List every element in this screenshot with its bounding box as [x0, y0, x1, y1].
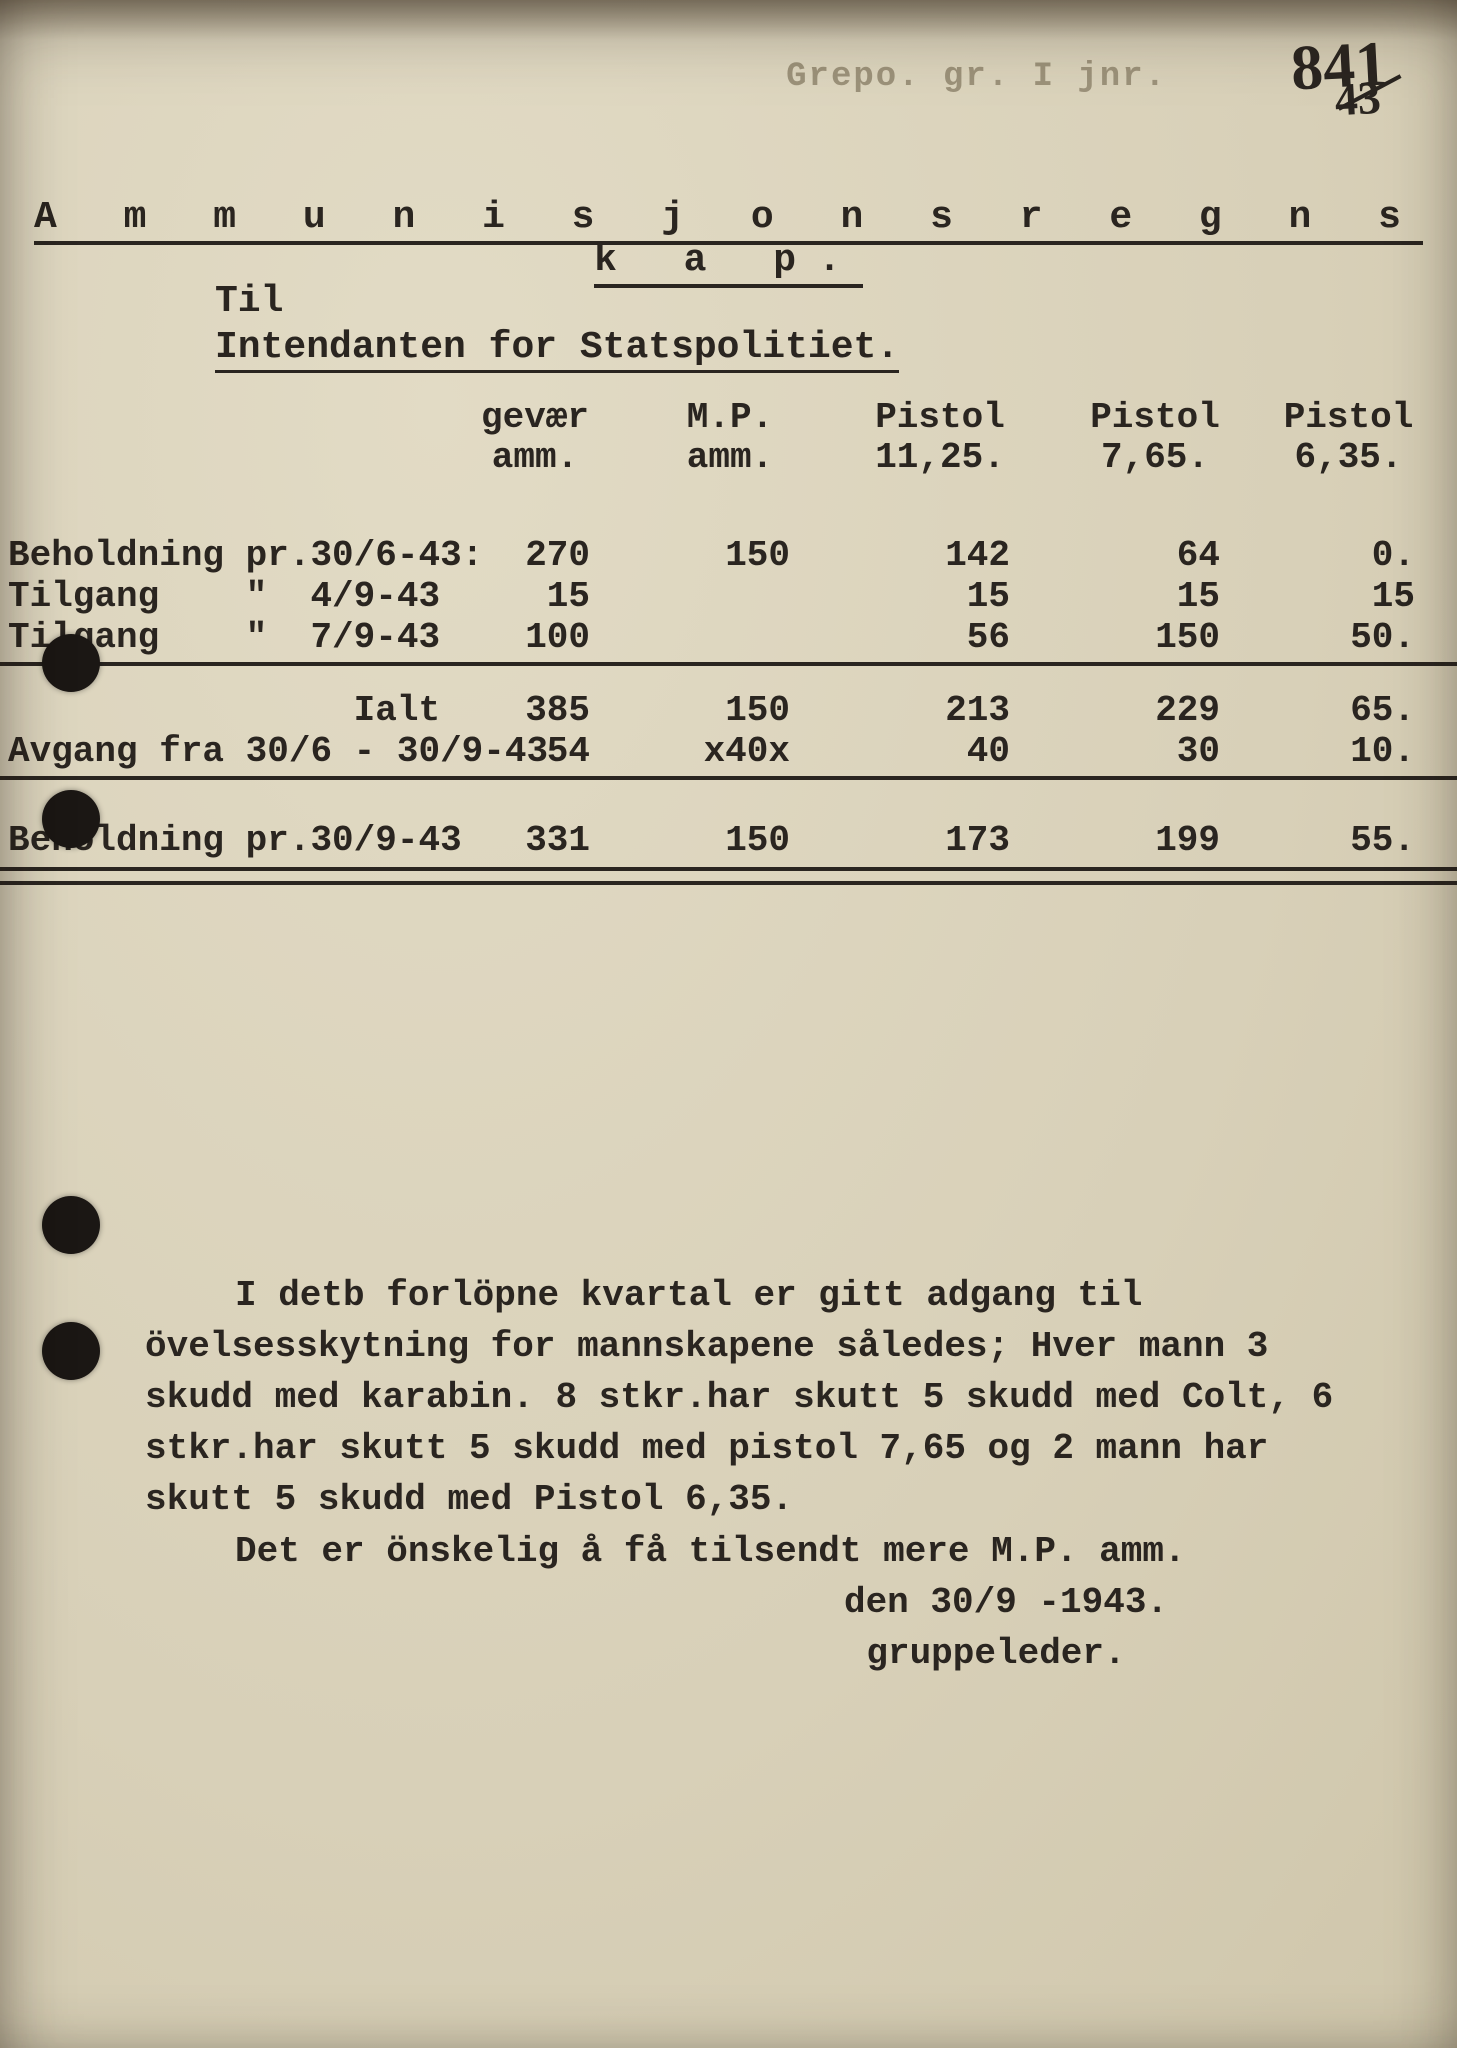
- cell: 15: [1050, 576, 1260, 617]
- cell: 10.: [1260, 731, 1437, 772]
- addressee-line-1: Til: [215, 280, 283, 323]
- table-row: Beholdning pr.30/6-43: 270 150 142 64 0.: [0, 535, 1457, 576]
- table-row: Avgang fra 30/6 - 30/9-43 54 x40x 40 30 …: [0, 731, 1457, 772]
- punch-hole-icon: [42, 634, 100, 692]
- cell: 229: [1050, 690, 1260, 731]
- addressee-line-2: Intendanten for Statspolitiet.: [215, 326, 899, 373]
- cell: 150: [630, 535, 830, 576]
- punch-hole-icon: [42, 790, 100, 848]
- cell: x40x: [630, 731, 830, 772]
- spacer: [0, 786, 1457, 820]
- cell: 100: [440, 617, 630, 658]
- cell: 15: [1260, 576, 1437, 617]
- cell: 0.: [1260, 535, 1437, 576]
- cell: 150: [630, 690, 830, 731]
- cell: 30: [1050, 731, 1260, 772]
- body-text-block: I detb forlöpne kvartal er gitt adgang t…: [145, 1270, 1347, 1679]
- cell: 54: [440, 731, 630, 772]
- spacer: [0, 479, 1457, 535]
- col-header-2: M.P.amm.: [630, 398, 830, 479]
- cell: 173: [830, 820, 1050, 861]
- cell: 40: [830, 731, 1050, 772]
- cell: 64: [1050, 535, 1260, 576]
- top-edge-shadow: [0, 0, 1457, 40]
- cell: 150: [630, 820, 830, 861]
- cell: 56: [830, 617, 1050, 658]
- cell: 199: [1050, 820, 1260, 861]
- table-header-row: geværamm. M.P.amm. Pistol11,25. Pistol7,…: [0, 398, 1457, 479]
- punch-hole-icon: [42, 1196, 100, 1254]
- col-header-5: Pistol6,35.: [1260, 398, 1437, 479]
- row-label: Ialt: [0, 690, 440, 731]
- cell: 331: [440, 820, 630, 861]
- table-row: Tilgang " 7/9-43 100 56 150 50.: [0, 617, 1457, 658]
- stamp-faint-text: Grepo. gr. I jnr.: [786, 58, 1167, 96]
- cell: 50.: [1260, 617, 1437, 658]
- rule-line-icon: [0, 662, 1457, 666]
- handwritten-ref: 84143: [1290, 38, 1389, 94]
- handwritten-denominator: 43: [1333, 72, 1382, 125]
- signature-date: den 30/9 -1943.: [145, 1577, 1347, 1628]
- document-title: A m m u n i s j o n s r e g n s k a p.: [0, 196, 1457, 282]
- table-row: Ialt 385 150 213 229 65.: [0, 690, 1457, 731]
- table-row: Beholdning pr.30/9-43 331 150 173 199 55…: [0, 820, 1457, 861]
- ammo-table: geværamm. M.P.amm. Pistol11,25. Pistol7,…: [0, 398, 1457, 885]
- cell: 55.: [1260, 820, 1437, 861]
- col-header-3: Pistol11,25.: [830, 398, 1050, 479]
- document-page: Grepo. gr. I jnr. 84143 A m m u n i s j …: [0, 0, 1457, 2048]
- rule-line-icon: [0, 776, 1457, 780]
- body-paragraph-2: Det er önskelig å få tilsendt mere M.P. …: [145, 1526, 1347, 1577]
- document-title-text: A m m u n i s j o n s r e g n s k a p.: [34, 196, 1423, 288]
- cell: 65.: [1260, 690, 1437, 731]
- double-rule-line-icon: [0, 867, 1457, 885]
- cell: 15: [440, 576, 630, 617]
- cell: 270: [440, 535, 630, 576]
- col-header-4: Pistol7,65.: [1050, 398, 1260, 479]
- cell: 142: [830, 535, 1050, 576]
- row-label: Beholdning pr.30/6-43:: [0, 535, 440, 576]
- cell: 150: [1050, 617, 1260, 658]
- body-paragraph-1: I detb forlöpne kvartal er gitt adgang t…: [145, 1270, 1347, 1526]
- signature-role: gruppeleder.: [145, 1628, 1347, 1679]
- cell: 213: [830, 690, 1050, 731]
- row-label: Avgang fra 30/6 - 30/9-43: [0, 731, 440, 772]
- cell: 15: [830, 576, 1050, 617]
- spacer: [0, 672, 1457, 690]
- col-header-1: geværamm.: [440, 398, 630, 479]
- table-row: Tilgang " 4/9-43 15 15 15 15: [0, 576, 1457, 617]
- punch-hole-icon: [42, 1322, 100, 1380]
- row-label: Tilgang " 4/9-43: [0, 576, 440, 617]
- cell: 385: [440, 690, 630, 731]
